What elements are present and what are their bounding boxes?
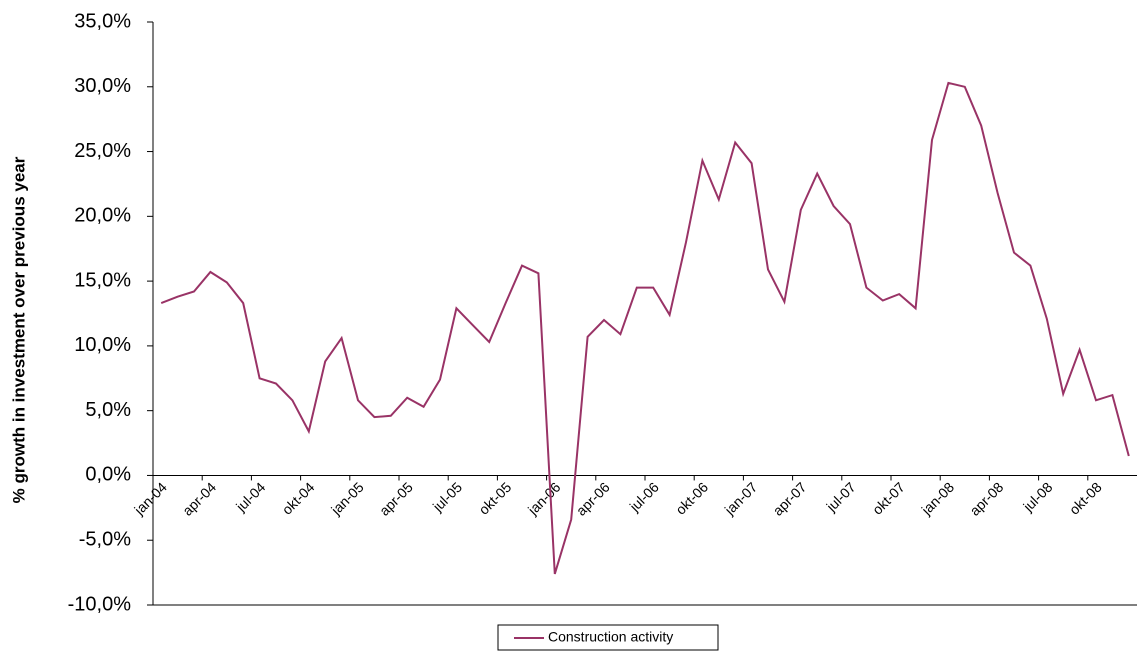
legend-label: Construction activity [548,629,673,645]
x-tick-label: apr-06 [573,479,613,519]
y-tick-label: 35,0% [74,10,131,32]
x-tick-label: jul-05 [429,479,465,515]
x-tick-label: okt-06 [672,479,711,518]
y-tick-label: 30,0% [74,75,131,97]
x-tick-label: okt-07 [869,479,908,518]
x-tick-label: apr-07 [770,479,810,519]
y-tick-label: 20,0% [74,205,131,227]
y-axis-title: % growth in investment over previous yea… [9,156,28,503]
y-tick-label: 0,0% [85,464,131,486]
y-tick-label: 25,0% [74,140,131,162]
x-tick-label: okt-08 [1066,479,1105,518]
x-tick-label: jan-08 [918,479,958,519]
y-tick-label: -5,0% [79,529,131,551]
x-tick-label: apr-08 [966,479,1006,519]
y-tick-label: 15,0% [74,269,131,291]
x-tick-label: jul-08 [1019,479,1055,515]
x-tick-label: jul-04 [232,479,268,515]
x-tick-label: jan-04 [130,479,170,519]
y-tick-label: 10,0% [74,334,131,356]
y-tick-label: -10,0% [68,593,132,615]
x-tick-label: apr-04 [179,479,219,519]
x-tick-label: jul-06 [626,479,662,515]
x-tick-label: okt-04 [279,479,318,518]
y-tick-label: 5,0% [85,399,131,421]
x-tick-label: jan-05 [327,479,367,519]
x-tick-label: okt-05 [476,479,515,518]
x-tick-label: jul-07 [823,479,859,515]
x-tick-label: apr-05 [376,479,416,519]
series-line [160,81,1130,575]
x-tick-label: jan-07 [721,479,761,519]
x-tick-label: jan-06 [524,479,564,519]
